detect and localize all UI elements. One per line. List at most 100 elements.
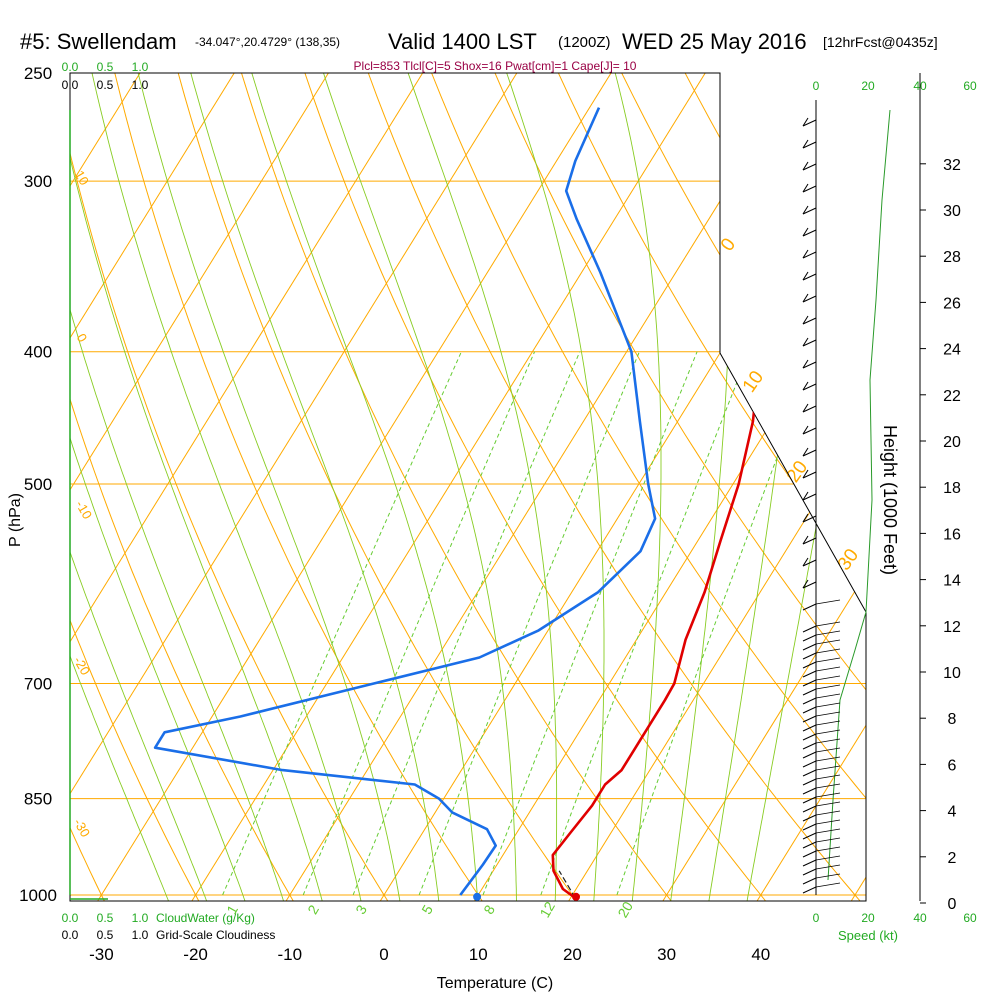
- wind-barb-flag: [802, 557, 809, 567]
- speed-axis-label: Speed (kt): [838, 928, 898, 943]
- wind-barb: [802, 634, 817, 642]
- cloudiness-label: Grid-Scale Cloudiness: [156, 928, 275, 942]
- theta-label: 30: [834, 545, 863, 574]
- moist-adiabat-line: [70, 73, 329, 901]
- cloudiness-scale-bottom: 1.0: [132, 928, 149, 942]
- speed-tick-top: 20: [861, 79, 875, 93]
- forecast-info: [12hrFcst@0435z]: [823, 34, 938, 50]
- dry-adiabat-line: [70, 73, 308, 901]
- wind-barb-flag: [815, 801, 841, 807]
- height-tick-label: 10: [943, 665, 961, 682]
- wind-barb-flag: [802, 425, 809, 435]
- temperature-tick-label: -10: [278, 945, 303, 964]
- cloudwater-scale-top: 0.0: [62, 60, 79, 74]
- x-axis-label: Temperature (C): [437, 975, 553, 992]
- wind-barb: [802, 679, 817, 687]
- valid-date: WED 25 May 2016: [622, 29, 807, 54]
- pressure-tick-label: 850: [24, 790, 52, 809]
- wind-barb-flag: [802, 337, 809, 347]
- isotherm-line: [648, 73, 866, 901]
- grid-lines: [0, 49, 1000, 924]
- dry-adiabat-line: [296, 73, 785, 901]
- isotherm-line: [177, 73, 721, 901]
- moist-adiabat-line: [399, 73, 558, 901]
- wind-barb: [802, 760, 817, 768]
- wind-barb: [802, 769, 817, 777]
- mixing-ratio-line: [418, 351, 640, 896]
- mixing-ratio-line: [352, 351, 581, 896]
- isotherm-line: [554, 73, 866, 901]
- wind-barb: [802, 383, 817, 391]
- speed-tick-bottom: 20: [861, 911, 875, 925]
- pressure-tick-label: 400: [24, 343, 52, 362]
- speed-tick-top: 0: [813, 79, 820, 93]
- wind-barb-flag: [815, 720, 841, 726]
- wind-barb-flag: [802, 579, 809, 589]
- speed-tick-bottom: 40: [913, 911, 927, 925]
- wind-barb-flag: [815, 873, 841, 879]
- surface-temperature-marker: [572, 892, 581, 901]
- wind-barb: [802, 251, 817, 259]
- wind-barb-flag: [802, 315, 809, 325]
- station-coords: -34.047°,20.4729° (138,35): [195, 35, 340, 49]
- dry-adiabat-line: [233, 73, 690, 901]
- dry-adiabat-line: [0, 49, 20, 924]
- wind-barb: [802, 715, 817, 723]
- wind-barb: [802, 850, 817, 858]
- height-tick-label: 6: [948, 757, 957, 774]
- wind-barb-flag: [815, 765, 841, 771]
- wind-barb: [802, 207, 817, 215]
- wind-barb-flag: [815, 675, 841, 681]
- dry-adiabat-line: [70, 73, 403, 901]
- isotherm-label: -20: [71, 654, 93, 678]
- wind-barb-flag: [802, 513, 809, 523]
- height-tick-label: 32: [943, 157, 961, 174]
- wind-barb-flag: [802, 271, 809, 281]
- isotherm-label: 10: [72, 168, 92, 188]
- wind-barb-flag: [802, 249, 809, 259]
- cloudwater-scale-top: 0.5: [97, 60, 114, 74]
- mixing-ratio-label: 20: [614, 899, 636, 921]
- wind-barb: [802, 796, 817, 804]
- dewpoint-line: [153, 107, 657, 896]
- speed-tick-bottom: 0: [813, 911, 820, 925]
- dry-adiabat-line: [546, 73, 866, 901]
- wind-barb-flag: [815, 738, 841, 744]
- temperature-tick-label: -20: [183, 945, 208, 964]
- moist-adiabat-line: [70, 73, 216, 901]
- wind-barb-flag: [815, 693, 841, 699]
- isotherm-line: [931, 49, 1000, 924]
- wind-barb: [802, 471, 817, 479]
- height-tick-label: 16: [943, 526, 961, 543]
- wind-barb-flag: [815, 783, 841, 789]
- mixing-ratio-label: 12: [536, 899, 558, 921]
- plot-frame: [69, 72, 867, 902]
- wind-barb-flag: [802, 293, 809, 303]
- height-tick-label: 4: [948, 804, 957, 821]
- moist-adiabat-line: [131, 73, 405, 901]
- temperature-tick-label: 10: [469, 945, 488, 964]
- pressure-tick-label: 700: [24, 675, 52, 694]
- wind-barb: [802, 625, 817, 633]
- wind-barb: [802, 841, 817, 849]
- wind-barb-flag: [815, 828, 841, 834]
- wind-barb-flag: [815, 792, 841, 798]
- cloudiness-scale-top: 1.0: [132, 78, 149, 92]
- wind-barb-flag: [815, 846, 841, 852]
- wind-barb: [802, 405, 817, 413]
- mixing-ratio-label: 2: [304, 902, 322, 917]
- wind-barb-flag: [815, 819, 841, 825]
- wind-barb: [802, 832, 817, 840]
- pressure-tick-label: 1000: [19, 886, 57, 905]
- wind-barb-flag: [815, 729, 841, 735]
- wind-barb: [802, 141, 817, 149]
- isotherm-line: [70, 73, 250, 901]
- wind-barb-flag: [815, 774, 841, 780]
- mixing-ratio-label: 8: [480, 902, 498, 917]
- height-tick-label: 0: [948, 896, 957, 913]
- moist-adiabat-line: [70, 73, 254, 901]
- dry-adiabat-line: [484, 73, 866, 901]
- wind-barb-flag: [815, 621, 841, 627]
- cloudiness-scale-bottom: 0.5: [97, 928, 114, 942]
- moist-adiabat-line: [315, 73, 518, 901]
